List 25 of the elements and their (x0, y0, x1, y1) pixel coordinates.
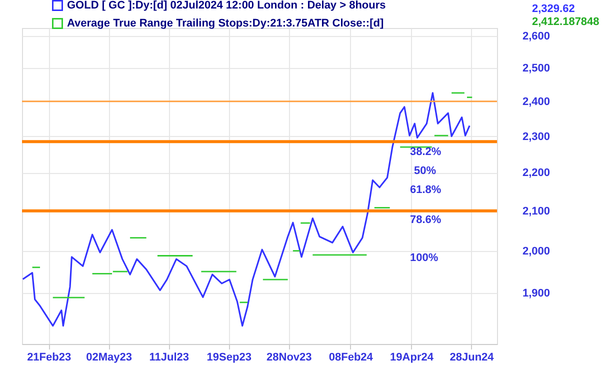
y-tick-label: 2,100 (522, 205, 550, 218)
legend-label: Average True Range Trailing Stops:Dy:21:3.75ATR Close::[d] (67, 18, 384, 30)
y-tick-label: 2,200 (522, 167, 550, 180)
annotation: 50% (414, 165, 436, 177)
annotation: 61.8% (410, 184, 442, 196)
y-tick-label: 2,300 (522, 130, 550, 143)
annotation: 78.6% (410, 214, 442, 226)
x-tick-label: 02May23 (86, 352, 132, 364)
y-tick-label: 2,000 (522, 245, 550, 258)
text: 2,412.187848 (532, 16, 600, 28)
x-tick-label: 21Feb23 (27, 352, 72, 364)
y-tick-label: 2,400 (522, 96, 550, 108)
x-tick-label: 19Sep23 (206, 352, 252, 364)
y-tick-label: 2,500 (522, 62, 550, 74)
y-tick-label: 1,900 (522, 287, 550, 300)
legend-label: GOLD [ GC ]:Dy:[d] 02Jul2024 12:00 London : Delay > 8hours (67, 0, 386, 12)
text: 2,329.62 (532, 3, 575, 15)
x-tick-label: 11Jul23 (149, 352, 189, 364)
x-tick-label: 08Feb24 (328, 352, 374, 364)
x-tick-label: 28Jun24 (450, 352, 495, 364)
y-tick-label: 2,600 (522, 30, 550, 42)
annotation: 100% (410, 252, 438, 264)
x-tick-label: 19Apr24 (390, 352, 434, 364)
annotation: 38.2% (410, 146, 442, 158)
x-tick-label: 28Nov23 (266, 352, 312, 364)
